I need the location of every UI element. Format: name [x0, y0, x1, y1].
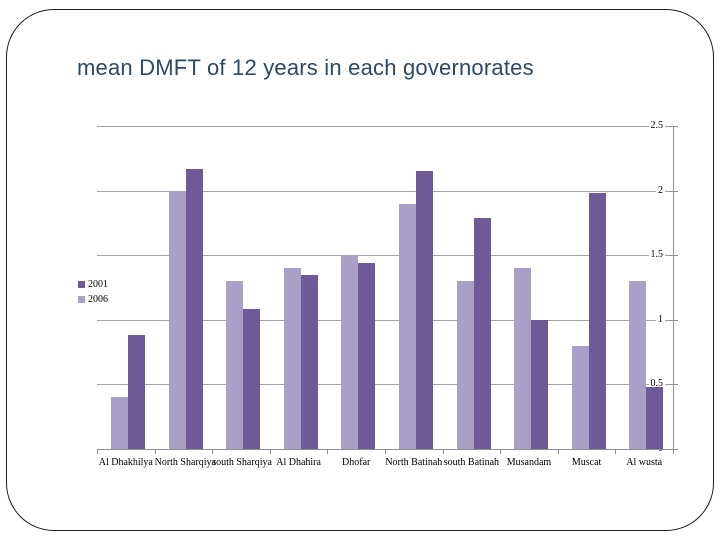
category-axis-line: [97, 449, 678, 450]
legend-item-2001: 2001: [78, 278, 108, 290]
chart-legend: 2001 2006: [78, 278, 108, 308]
value-axis-label: 0.5: [648, 378, 665, 390]
category-axis-tick: [385, 449, 386, 454]
value-axis-label: 2: [656, 184, 665, 196]
category-axis-tick: [270, 449, 271, 454]
bar-2001: [243, 309, 260, 449]
bar-2001: [531, 320, 548, 449]
category-axis-tick: [558, 449, 559, 454]
bar-2001: [589, 193, 606, 449]
gridline: [97, 384, 673, 386]
category-axis-tick: [212, 449, 213, 454]
bar-2006: [341, 255, 358, 449]
bar-2001: [416, 171, 433, 449]
legend-label-2006: 2006: [88, 293, 108, 305]
bar-2001: [474, 218, 491, 449]
gridline: [97, 255, 673, 257]
value-axis-line: [673, 126, 674, 454]
bar-2001: [128, 335, 145, 449]
gridline: [97, 126, 673, 127]
category-axis-label: Al wusta: [626, 457, 663, 468]
category-axis-label: North Batinah: [385, 457, 443, 468]
value-axis-label: 2.5: [648, 120, 665, 131]
category-axis-label: Al Dhahira: [276, 457, 321, 468]
category-axis-tick: [443, 449, 444, 454]
value-axis-label: 1.5: [648, 249, 665, 261]
bar-2006: [514, 268, 531, 449]
bar-2006: [629, 281, 646, 449]
bar-2006: [226, 281, 243, 449]
category-axis-label: North Sharqiya: [154, 457, 216, 468]
category-axis-label: south Batinah: [443, 457, 500, 468]
category-axis-tick: [327, 449, 328, 454]
value-axis-label: 1: [656, 313, 665, 325]
bar-2001: [301, 275, 318, 449]
legend-label-2001: 2001: [88, 278, 108, 290]
bar-2006: [284, 268, 301, 449]
category-axis-tick: [97, 449, 98, 454]
category-axis-tick: [155, 449, 156, 454]
category-axis-label: south Sharqiya: [212, 457, 272, 468]
bar-2001: [358, 263, 375, 449]
category-axis-label: Dhofar: [342, 457, 371, 468]
bar-2001: [186, 169, 203, 449]
category-axis-tick: [500, 449, 501, 454]
bar-2006: [572, 346, 589, 449]
slide-border: [6, 9, 714, 531]
legend-swatch-2001: [78, 280, 85, 288]
legend-item-2006: 2006: [78, 293, 108, 305]
category-axis-label: Musandam: [506, 457, 552, 468]
bar-2006: [169, 191, 186, 449]
bar-2006: [111, 397, 128, 449]
gridline: [97, 190, 673, 192]
gridline: [97, 319, 673, 321]
bar-2006: [457, 281, 474, 449]
bar-2001: [646, 387, 663, 449]
category-axis-tick: [615, 449, 616, 454]
legend-swatch-2006: [78, 295, 85, 303]
bar-2006: [399, 204, 416, 449]
page-title: mean DMFT of 12 years in each governorat…: [77, 55, 534, 80]
category-axis-label: Al Dhakhilya: [98, 457, 153, 468]
category-axis-label: Muscat: [571, 457, 602, 468]
